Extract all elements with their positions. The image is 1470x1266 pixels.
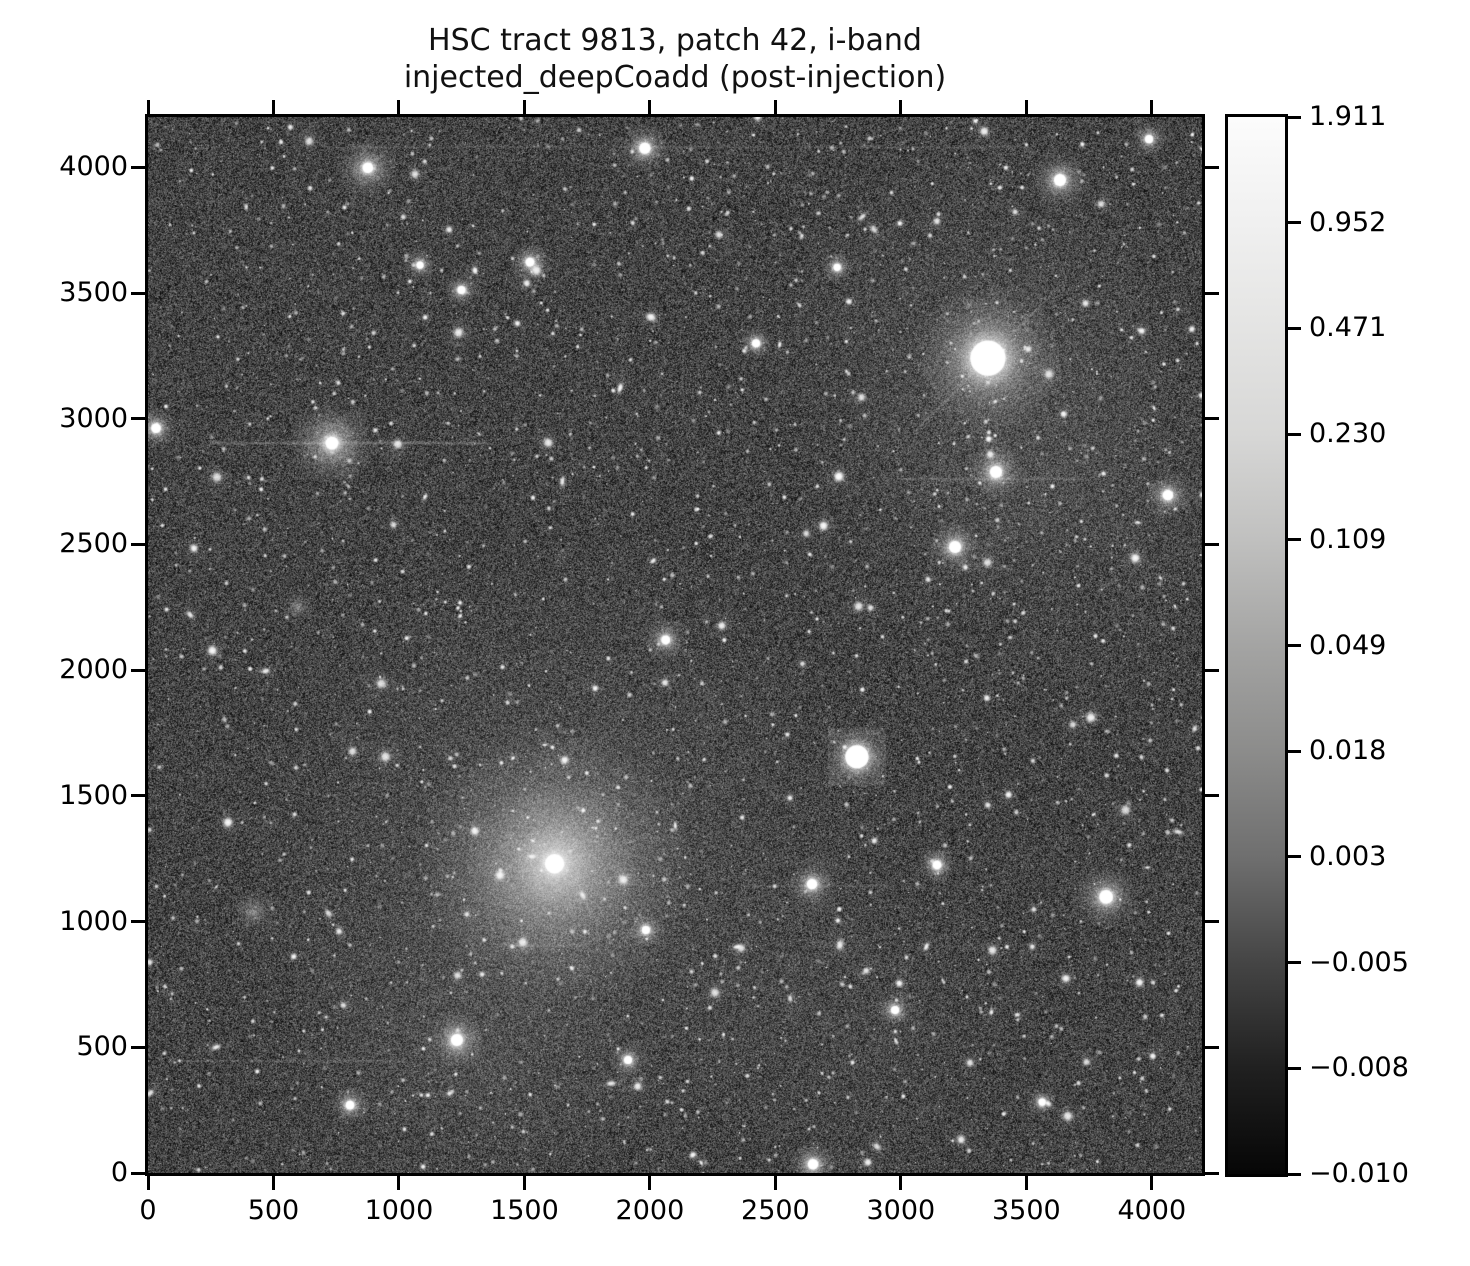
x-tick-bottom-1500 — [522, 1176, 526, 1190]
y-tick-left-1500 — [131, 794, 145, 798]
y-tick-left-3000 — [131, 417, 145, 421]
cbar-tick-4 — [1288, 538, 1301, 542]
plot-title-line2: injected_deepCoadd (post-injection) — [403, 60, 947, 95]
cbar-tick-label-0: 1.911 — [1309, 101, 1387, 132]
y-tick-left-4000 — [131, 165, 145, 169]
y-tick-label-2500: 2500 — [59, 528, 128, 560]
cbar-tick-label-9: −0.008 — [1309, 1052, 1409, 1084]
y-tick-right-1000 — [1205, 920, 1219, 924]
y-tick-label-3000: 3000 — [59, 402, 128, 434]
x-tick-top-1000 — [397, 100, 401, 114]
y-tick-label-4000: 4000 — [59, 151, 128, 183]
x-tick-top-1500 — [522, 100, 526, 114]
y-tick-left-0 — [131, 1171, 145, 1175]
cbar-tick-0 — [1288, 115, 1301, 119]
cbar-tick-label-3: 0.230 — [1309, 418, 1387, 450]
y-tick-right-2000 — [1205, 668, 1219, 672]
cbar-tick-label-6: 0.018 — [1309, 735, 1387, 767]
y-tick-right-3000 — [1205, 417, 1219, 421]
cbar-tick-label-4: 0.109 — [1309, 523, 1387, 555]
x-tick-bottom-0 — [146, 1176, 150, 1190]
x-tick-top-3500 — [1024, 100, 1028, 114]
y-tick-label-500: 500 — [76, 1031, 128, 1063]
x-tick-bottom-500 — [271, 1176, 275, 1190]
cbar-tick-label-8: −0.005 — [1309, 946, 1409, 978]
x-tick-bottom-2500 — [773, 1176, 777, 1190]
x-tick-label-4000: 4000 — [1117, 1195, 1187, 1226]
cbar-tick-label-1: 0.952 — [1309, 206, 1387, 238]
cbar-tick-2 — [1288, 326, 1301, 330]
cbar-tick-label-7: 0.003 — [1309, 840, 1387, 872]
y-tick-label-3500: 3500 — [59, 277, 128, 308]
cbar-tick-3 — [1288, 432, 1301, 436]
cbar-tick-label-5: 0.049 — [1309, 629, 1387, 661]
x-tick-label-2500: 2500 — [741, 1195, 810, 1226]
plot-title-line1: HSC tract 9813, patch 42, i-band — [428, 23, 922, 58]
cbar-tick-5 — [1288, 644, 1301, 647]
x-tick-label-2000: 2000 — [615, 1195, 685, 1226]
x-tick-label-1500: 1500 — [490, 1195, 559, 1226]
x-tick-top-0 — [146, 100, 150, 114]
y-tick-right-2500 — [1205, 542, 1219, 546]
x-tick-bottom-1000 — [397, 1176, 401, 1190]
y-tick-left-3500 — [131, 291, 145, 295]
x-tick-label-0: 0 — [139, 1195, 157, 1226]
x-tick-label-3000: 3000 — [866, 1195, 936, 1226]
cbar-tick-8 — [1288, 961, 1301, 965]
x-tick-top-2000 — [648, 100, 652, 114]
cbar-tick-7 — [1288, 855, 1301, 859]
x-tick-bottom-4000 — [1150, 1176, 1154, 1190]
y-tick-left-1000 — [131, 920, 145, 924]
y-tick-right-4000 — [1205, 165, 1219, 169]
x-tick-top-2500 — [773, 100, 777, 114]
cbar-tick-1 — [1288, 221, 1301, 225]
y-tick-right-1500 — [1205, 794, 1219, 798]
y-tick-left-2000 — [131, 668, 145, 672]
x-tick-bottom-2000 — [648, 1176, 652, 1190]
x-tick-bottom-3000 — [899, 1176, 903, 1190]
y-tick-right-3500 — [1205, 291, 1219, 295]
x-tick-label-500: 500 — [247, 1195, 300, 1226]
y-tick-left-500 — [131, 1045, 145, 1049]
x-tick-top-500 — [271, 100, 275, 114]
y-tick-label-1500: 1500 — [59, 779, 128, 811]
plot-title: HSC tract 9813, patch 42, i-band injecte… — [148, 22, 1202, 96]
cbar-tick-label-10: −0.010 — [1309, 1158, 1409, 1189]
y-tick-left-2500 — [131, 542, 145, 546]
x-tick-label-3500: 3500 — [991, 1195, 1061, 1226]
cbar-tick-6 — [1288, 749, 1301, 753]
x-tick-bottom-3500 — [1024, 1176, 1028, 1190]
y-tick-label-1000: 1000 — [59, 905, 128, 937]
x-tick-top-4000 — [1150, 100, 1154, 114]
y-tick-label-2000: 2000 — [59, 654, 128, 686]
cbar-tick-10 — [1288, 1172, 1301, 1176]
x-tick-top-3000 — [899, 100, 903, 114]
cbar-tick-label-2: 0.471 — [1309, 312, 1387, 344]
x-tick-label-1000: 1000 — [364, 1195, 434, 1226]
cbar-tick-9 — [1288, 1066, 1301, 1070]
y-tick-right-0 — [1205, 1171, 1219, 1175]
sky-image — [148, 117, 1202, 1173]
y-tick-right-500 — [1205, 1045, 1219, 1049]
colorbar — [1228, 117, 1285, 1174]
y-tick-label-0: 0 — [110, 1157, 128, 1188]
